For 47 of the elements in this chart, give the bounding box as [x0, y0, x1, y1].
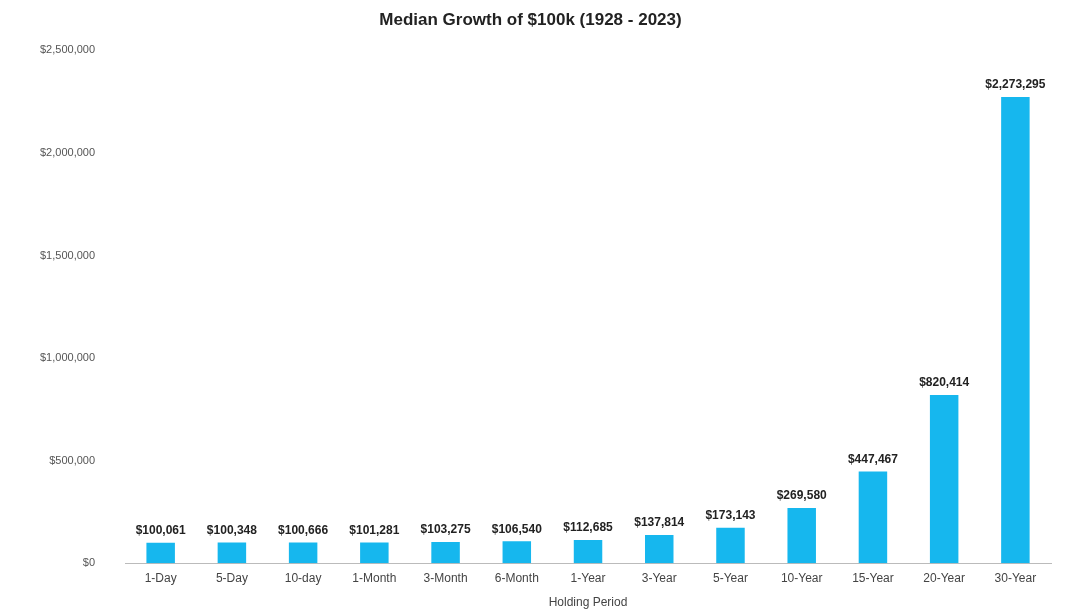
- y-tick-label: $2,500,000: [39, 43, 96, 56]
- data-label: $100,666: [278, 522, 329, 537]
- bar: [929, 394, 959, 564]
- data-label: $447,467: [847, 451, 899, 466]
- bar: [431, 542, 460, 564]
- x-tick-label: 3-Year: [641, 570, 677, 585]
- data-label: $100,061: [135, 522, 187, 537]
- chart-title: Median Growth of $100k (1928 - 2023): [379, 9, 682, 29]
- x-tick-label: 1-Month: [352, 570, 397, 585]
- y-tick-label: $1,000,000: [39, 351, 96, 364]
- x-tick-label: 15-Year: [852, 570, 894, 585]
- y-tick-label: $500,000: [49, 453, 96, 466]
- bar: [360, 542, 389, 564]
- data-label: $173,143: [705, 508, 756, 522]
- y-tick-label: $0: [82, 556, 96, 569]
- x-tick-label: 1-Day: [144, 570, 177, 585]
- y-tick-label: $1,500,000: [39, 248, 96, 261]
- x-tick-label: 10-Year: [780, 570, 823, 585]
- x-tick-label: 5-Day: [215, 570, 248, 585]
- data-label: $100,348: [206, 522, 258, 537]
- x-tick-label: 5-Year: [713, 570, 748, 585]
- data-label: $137,814: [634, 515, 685, 530]
- y-tick-label: $2,000,000: [39, 145, 96, 158]
- data-label: $112,685: [563, 520, 614, 535]
- data-label: $101,281: [349, 522, 400, 537]
- data-label: $269,580: [776, 488, 828, 503]
- bar: [645, 534, 674, 564]
- x-tick-label: 6-Month: [494, 570, 539, 585]
- x-tick-label: 20-Year: [923, 570, 965, 585]
- bar: [787, 507, 816, 564]
- x-tick-label: 10-day: [284, 570, 322, 585]
- bar: [858, 471, 888, 564]
- bar: [716, 527, 745, 564]
- bar: [288, 542, 318, 564]
- bar: [502, 541, 532, 564]
- bar: [573, 540, 603, 564]
- x-tick-label: 1-Year: [570, 570, 606, 585]
- x-tick-label: 30-Year: [994, 570, 1037, 585]
- bar: [1001, 96, 1030, 564]
- data-label: $820,414: [919, 375, 970, 390]
- data-label: $103,275: [420, 522, 471, 537]
- bar: [217, 542, 247, 564]
- data-label: $2,273,295: [985, 77, 1046, 92]
- x-tick-label: 3-Month: [423, 570, 468, 585]
- data-label: $106,540: [491, 521, 543, 536]
- x-axis-title: Holding Period: [548, 595, 628, 610]
- bar: [146, 542, 175, 564]
